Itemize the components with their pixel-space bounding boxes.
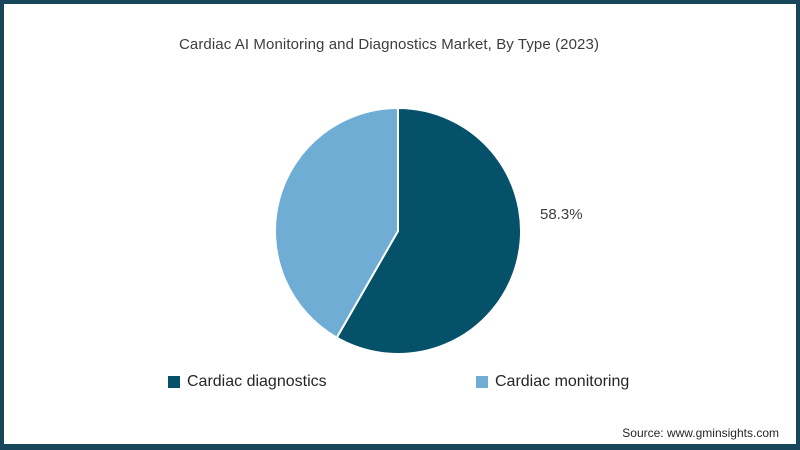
legend-item-cardiac-monitoring: Cardiac monitoring [476,370,629,394]
legend-item-cardiac-diagnostics: Cardiac diagnostics [168,370,327,394]
legend-label: Cardiac diagnostics [187,373,327,390]
pie-slice-cardiac-monitoring [273,107,399,339]
pie-chart [273,107,522,355]
pie-slice-data-label: 58.3% [540,206,583,223]
pie-slice-cardiac-diagnostics [335,107,522,355]
legend-label: Cardiac monitoring [495,373,630,390]
chart-legend: Cardiac diagnostics Cardiac monitoring [4,370,796,394]
source-attribution: Source: www.gminsights.com [622,426,779,440]
legend-marker-icon [476,376,488,388]
chart-title: Cardiac AI Monitoring and Diagnostics Ma… [178,36,600,53]
legend-marker-icon [168,376,180,388]
